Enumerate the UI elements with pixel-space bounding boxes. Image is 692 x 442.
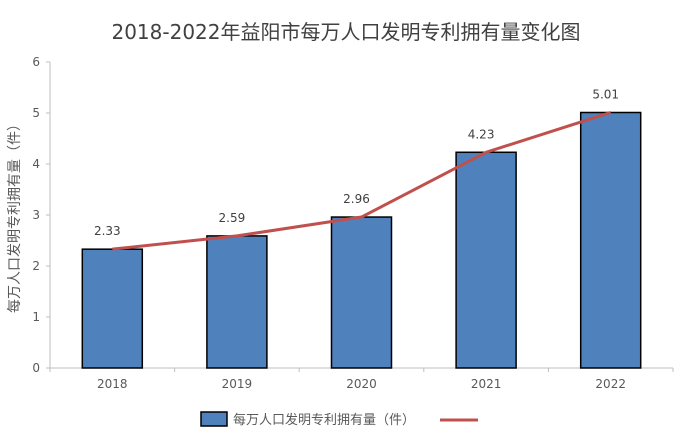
- data-label: 5.01: [592, 87, 619, 101]
- bar: [81, 248, 144, 369]
- legend-bar-label: 每万人口发明专利拥有量（件）: [233, 412, 415, 428]
- x-tick-label: 2020: [346, 377, 377, 391]
- data-label: 2.96: [343, 192, 370, 206]
- bar: [455, 151, 517, 369]
- bar: [206, 235, 268, 369]
- y-tick-label: 5: [32, 106, 40, 120]
- y-tick-label: 3: [32, 208, 40, 222]
- data-label: 4.23: [468, 127, 495, 141]
- trend-line: [112, 111, 612, 251]
- y-tick-label: 4: [32, 157, 40, 171]
- chart-title: 2018-2022年益阳市每万人口发明专利拥有量变化图: [111, 20, 581, 44]
- x-tick-label: 2021: [471, 377, 502, 391]
- x-tick-label: 2019: [222, 377, 253, 391]
- y-tick-label: 6: [32, 55, 40, 69]
- data-label: 2.59: [219, 211, 246, 225]
- y-axis-label: 每万人口发明专利拥有量（件）: [7, 117, 23, 313]
- x-tick-label: 2018: [97, 377, 128, 391]
- legend-bar-swatch: [200, 411, 228, 427]
- bar: [330, 216, 393, 369]
- y-tick-label: 0: [32, 361, 40, 375]
- y-tick-label: 2: [32, 259, 40, 273]
- y-tick-label: 1: [32, 310, 40, 324]
- x-tick-label: 2022: [595, 377, 626, 391]
- data-label: 2.33: [94, 224, 121, 238]
- bar: [579, 111, 642, 369]
